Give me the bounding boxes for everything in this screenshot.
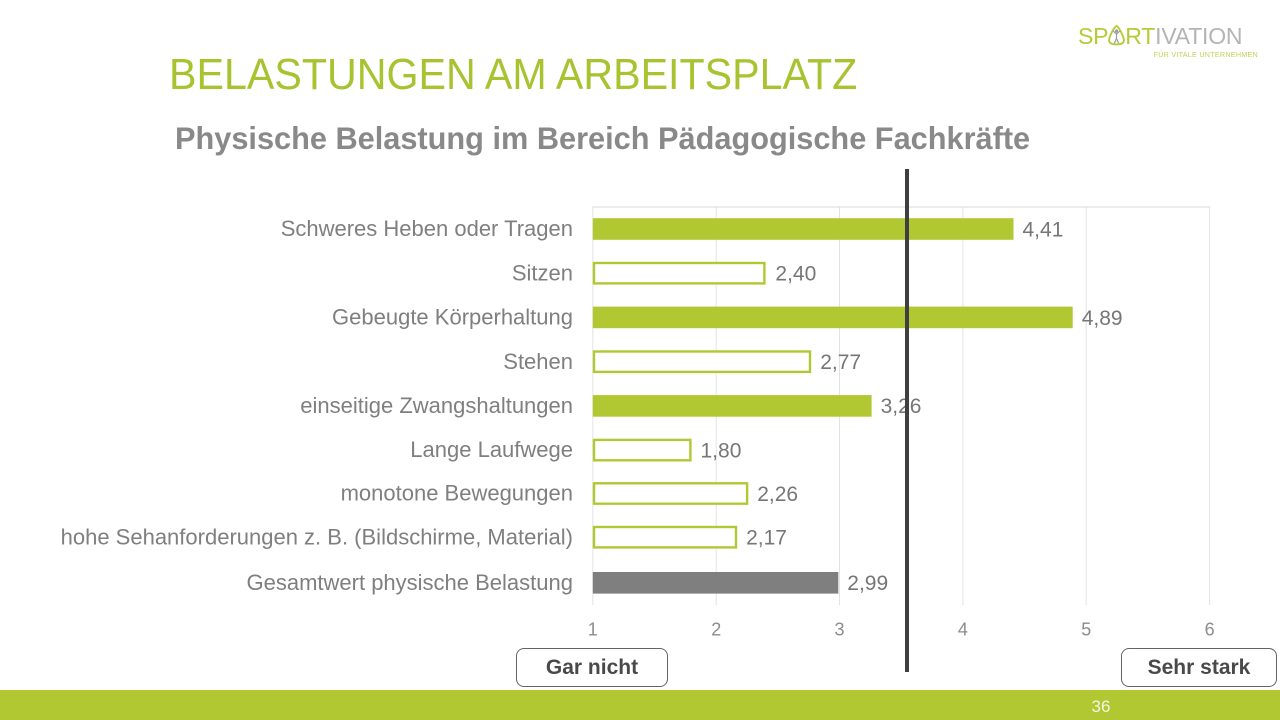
svg-text:6: 6 [1205,620,1215,640]
svg-text:Sitzen: Sitzen [512,260,573,285]
svg-text:Stehen: Stehen [503,349,573,374]
svg-text:4,41: 4,41 [1023,218,1064,241]
svg-text:2: 2 [711,620,721,640]
svg-text:4: 4 [958,620,968,640]
svg-text:4,89: 4,89 [1082,307,1123,330]
svg-text:2,77: 2,77 [820,351,861,374]
svg-text:2,26: 2,26 [757,483,798,506]
svg-text:einseitige Zwangshaltungen: einseitige Zwangshaltungen [300,393,573,418]
svg-text:5: 5 [1081,620,1091,640]
svg-text:3: 3 [834,620,844,640]
svg-text:Gesamtwert physische Belastung: Gesamtwert physische Belastung [247,570,574,595]
svg-text:3,26: 3,26 [881,395,922,418]
svg-text:Schweres Heben oder Tragen: Schweres Heben oder Tragen [281,216,573,241]
svg-text:2,40: 2,40 [775,263,816,286]
svg-text:Gebeugte Körperhaltung: Gebeugte Körperhaltung [332,305,573,330]
svg-text:1,80: 1,80 [701,439,742,462]
svg-text:2,17: 2,17 [746,527,787,550]
svg-text:2,99: 2,99 [847,572,888,595]
svg-text:hohe Sehanforderungen z. B. (B: hohe Sehanforderungen z. B. (Bildschirme… [61,524,573,549]
svg-text:monotone Bewegungen: monotone Bewegungen [341,481,573,506]
svg-text:Lange Laufwege: Lange Laufwege [410,437,573,462]
svg-text:1: 1 [588,620,598,640]
